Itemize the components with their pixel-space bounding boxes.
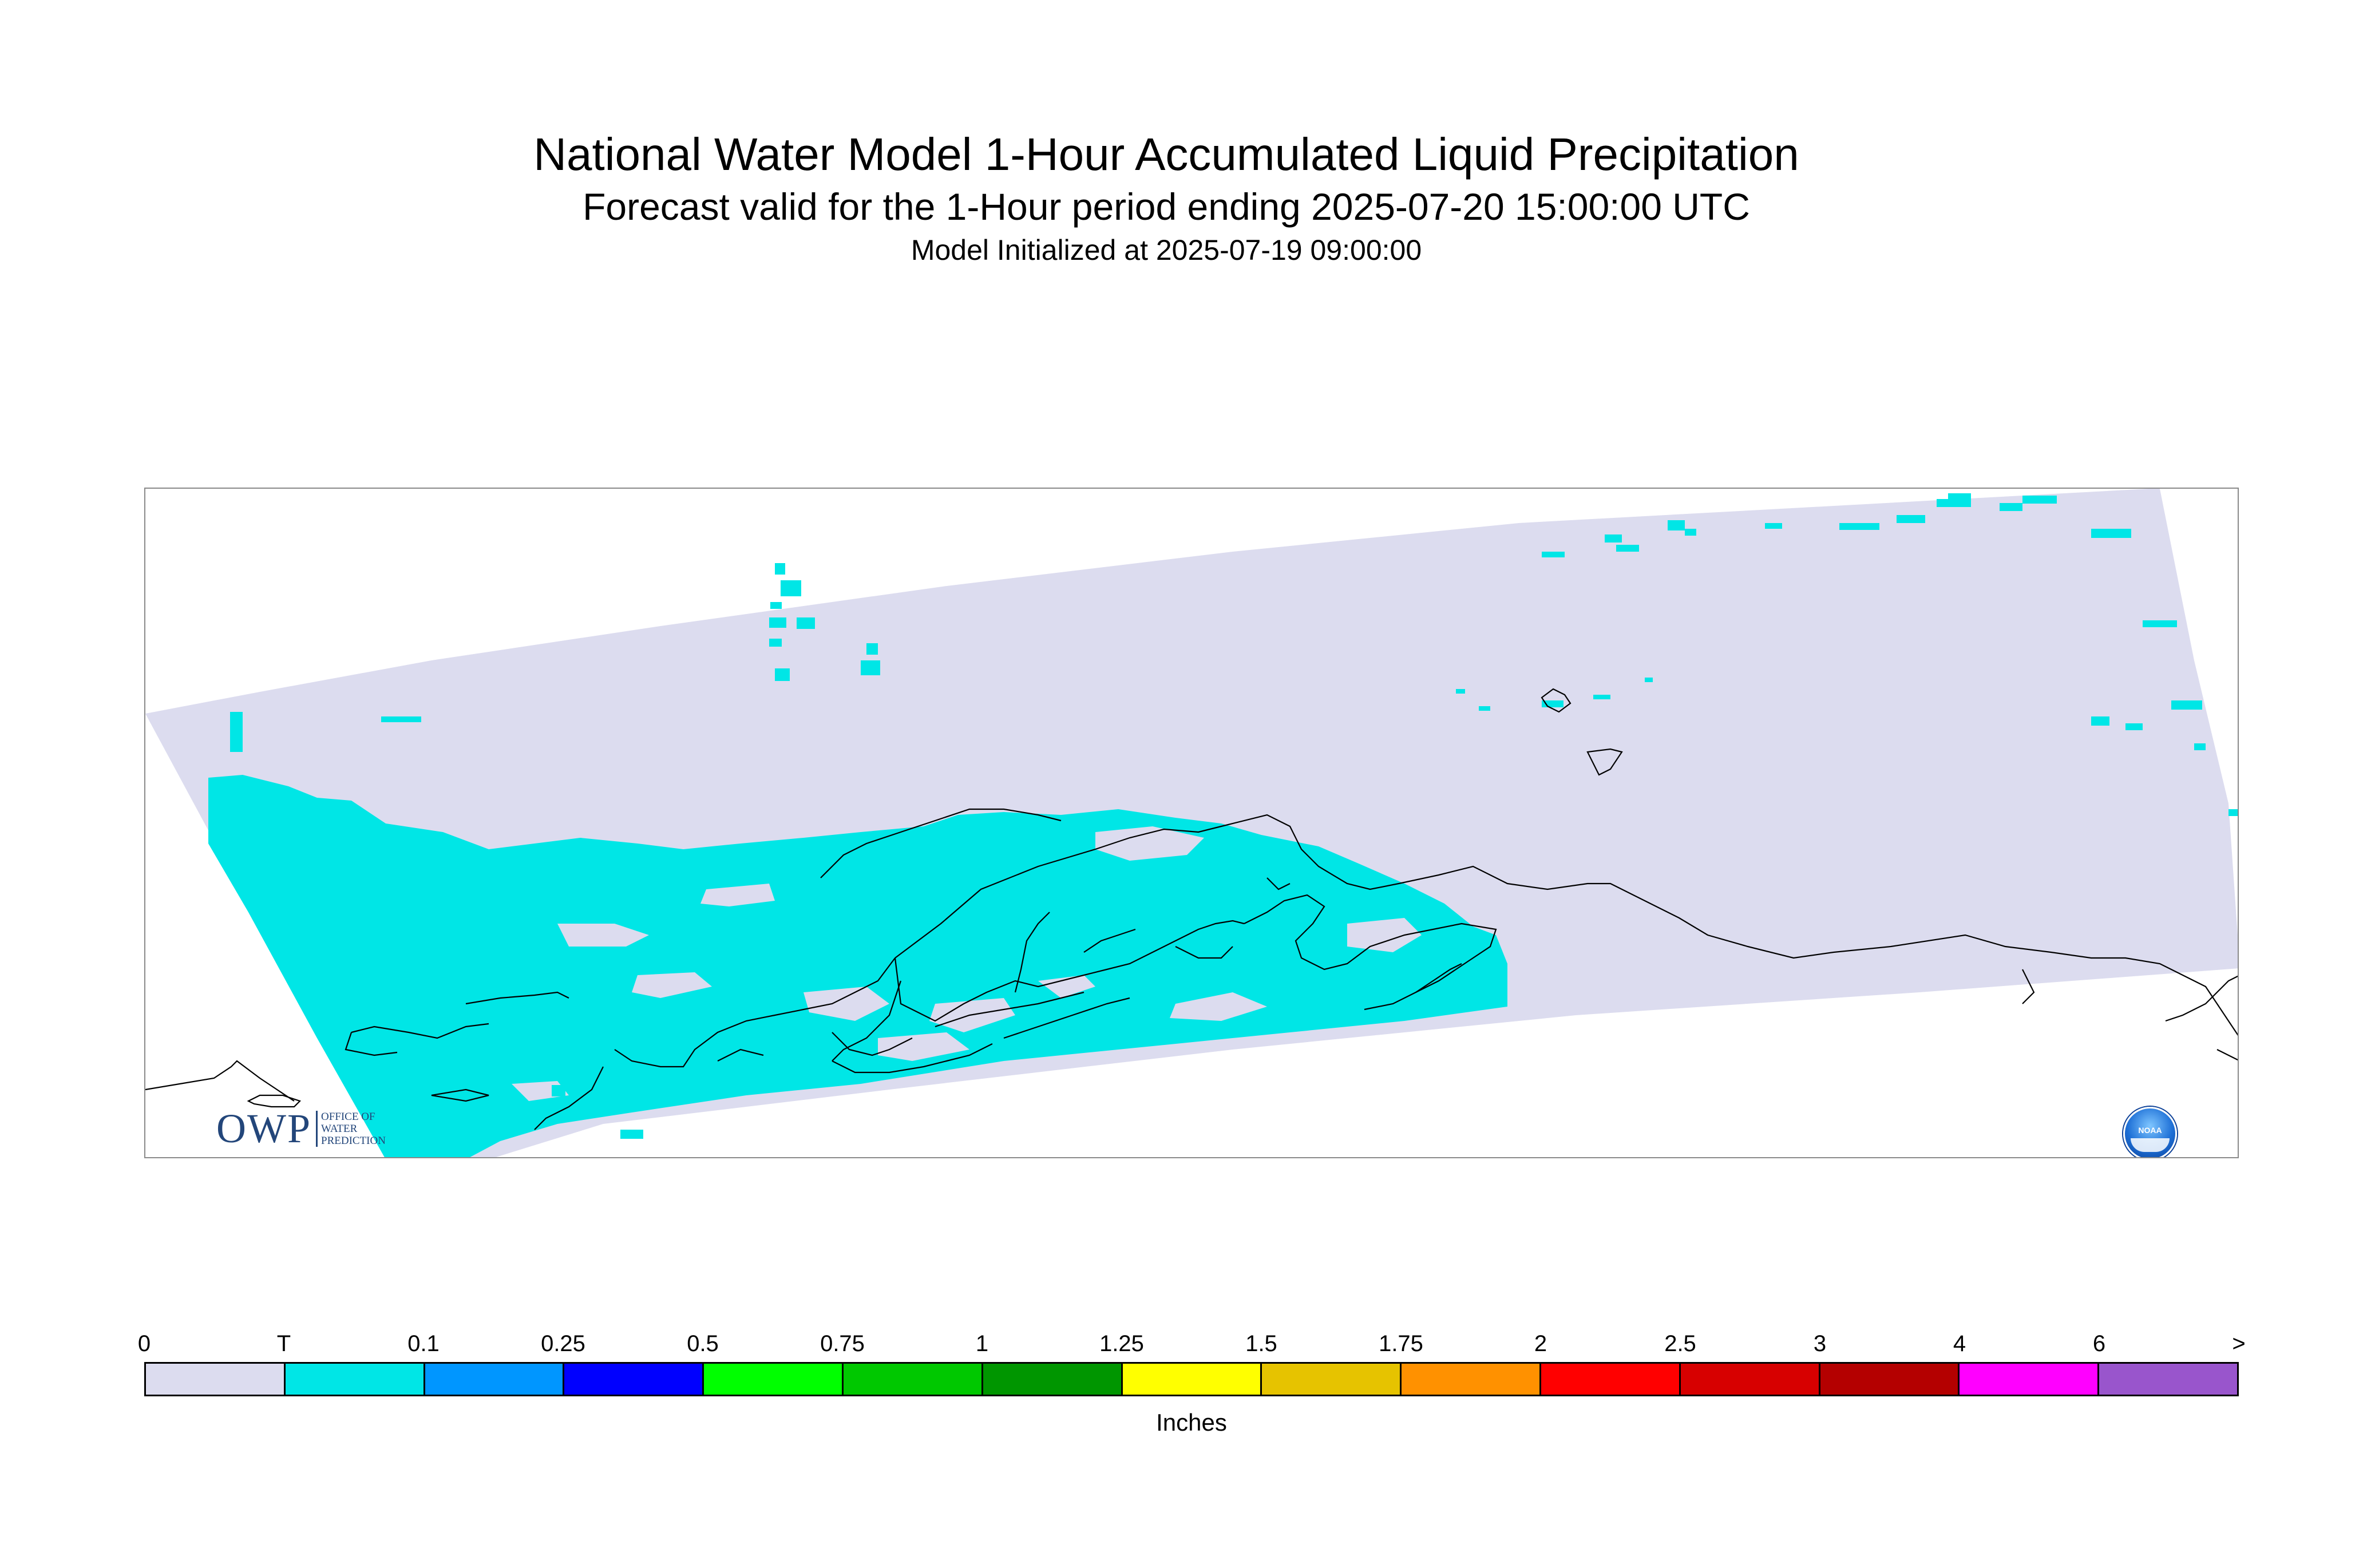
no-precip-patch (1095, 826, 1204, 861)
coastlines (145, 688, 2238, 1130)
map-title: National Water Model 1-Hour Accumulated … (533, 129, 1799, 180)
legend-tick-label: 2.5 (1664, 1331, 1696, 1356)
title-block: National Water Model 1-Hour Accumulated … (0, 127, 2333, 269)
legend-tick-label: 0 (137, 1331, 151, 1356)
legend-color-bar (144, 1362, 2239, 1396)
legend-tick-label: 4 (1953, 1331, 1966, 1356)
noaa-logo-text: NOAA (2138, 1126, 2162, 1135)
legend-swatch (983, 1364, 1123, 1395)
no-precip-patch (803, 987, 889, 1021)
no-precip-patch (1170, 992, 1267, 1021)
trace-speckles (230, 493, 2238, 1139)
no-precip-patch (557, 924, 649, 947)
no-precip-patch (878, 1032, 969, 1061)
legend-tick-label: 1.5 (1245, 1331, 1277, 1356)
legend-swatch (1122, 1364, 1262, 1395)
legend-swatch (1680, 1364, 1820, 1395)
legend-tick-label: 0.5 (687, 1331, 719, 1356)
no-precip-patch (632, 972, 712, 998)
legend-units: Inches (1156, 1409, 1227, 1436)
legend-swatch (704, 1364, 844, 1395)
legend-tick-label: T (276, 1331, 291, 1356)
color-legend: 0 T 0.1 0.25 0.5 0.75 1 1.25 1.5 1.75 2 2.5 3 4 6 > Inc… (138, 1330, 2246, 1436)
model-init-line: Model Initialized at 2025-07-19 09:00:00 (911, 234, 1422, 266)
legend-swatch (1402, 1364, 1541, 1395)
legend-tick-label: 1.25 (1099, 1331, 1144, 1356)
legend-swatch (146, 1364, 286, 1395)
legend-swatch (1960, 1364, 2100, 1395)
legend-tick-label: 0.25 (541, 1331, 585, 1356)
legend-swatch (425, 1364, 565, 1395)
legend-swatch (564, 1364, 704, 1395)
legend-tick-label: 0.1 (407, 1331, 440, 1356)
owp-logo-text: OWP (216, 1105, 311, 1151)
legend-swatch (2099, 1364, 2237, 1395)
no-precip-patch (1038, 975, 1095, 998)
noaa-logo: NOAA (2123, 1107, 2177, 1157)
legend-tick-label: > (2232, 1331, 2246, 1356)
trace-precip-area-main (208, 775, 1507, 1157)
legend-tick-label: 3 (1813, 1331, 1827, 1356)
legend-swatch (1541, 1364, 1681, 1395)
legend-tick-label: 6 (2092, 1331, 2106, 1356)
legend-tick-label: 1 (975, 1331, 989, 1356)
legend-swatch (843, 1364, 983, 1395)
legend-tick-label: 0.75 (820, 1331, 865, 1356)
legend-swatch (1262, 1364, 1402, 1395)
owp-logo-subtitle: OFFICE OF WATER PREDICTION (316, 1110, 386, 1147)
legend-tick-label: 1.75 (1379, 1331, 1423, 1356)
no-precip-patch (700, 884, 775, 906)
map-canvas (145, 489, 2238, 1157)
legend-swatch (285, 1364, 425, 1395)
legend-tick-label: 2 (1534, 1331, 1547, 1356)
owp-logo: OWP OFFICE OF WATER PREDICTION (216, 1105, 386, 1151)
map-subtitle: Forecast valid for the 1-Hour period end… (583, 185, 1750, 228)
precipitation-map: OWP OFFICE OF WATER PREDICTION NOAA (144, 488, 2239, 1158)
no-precip-patch (1347, 918, 1422, 952)
legend-swatch (1820, 1364, 1960, 1395)
